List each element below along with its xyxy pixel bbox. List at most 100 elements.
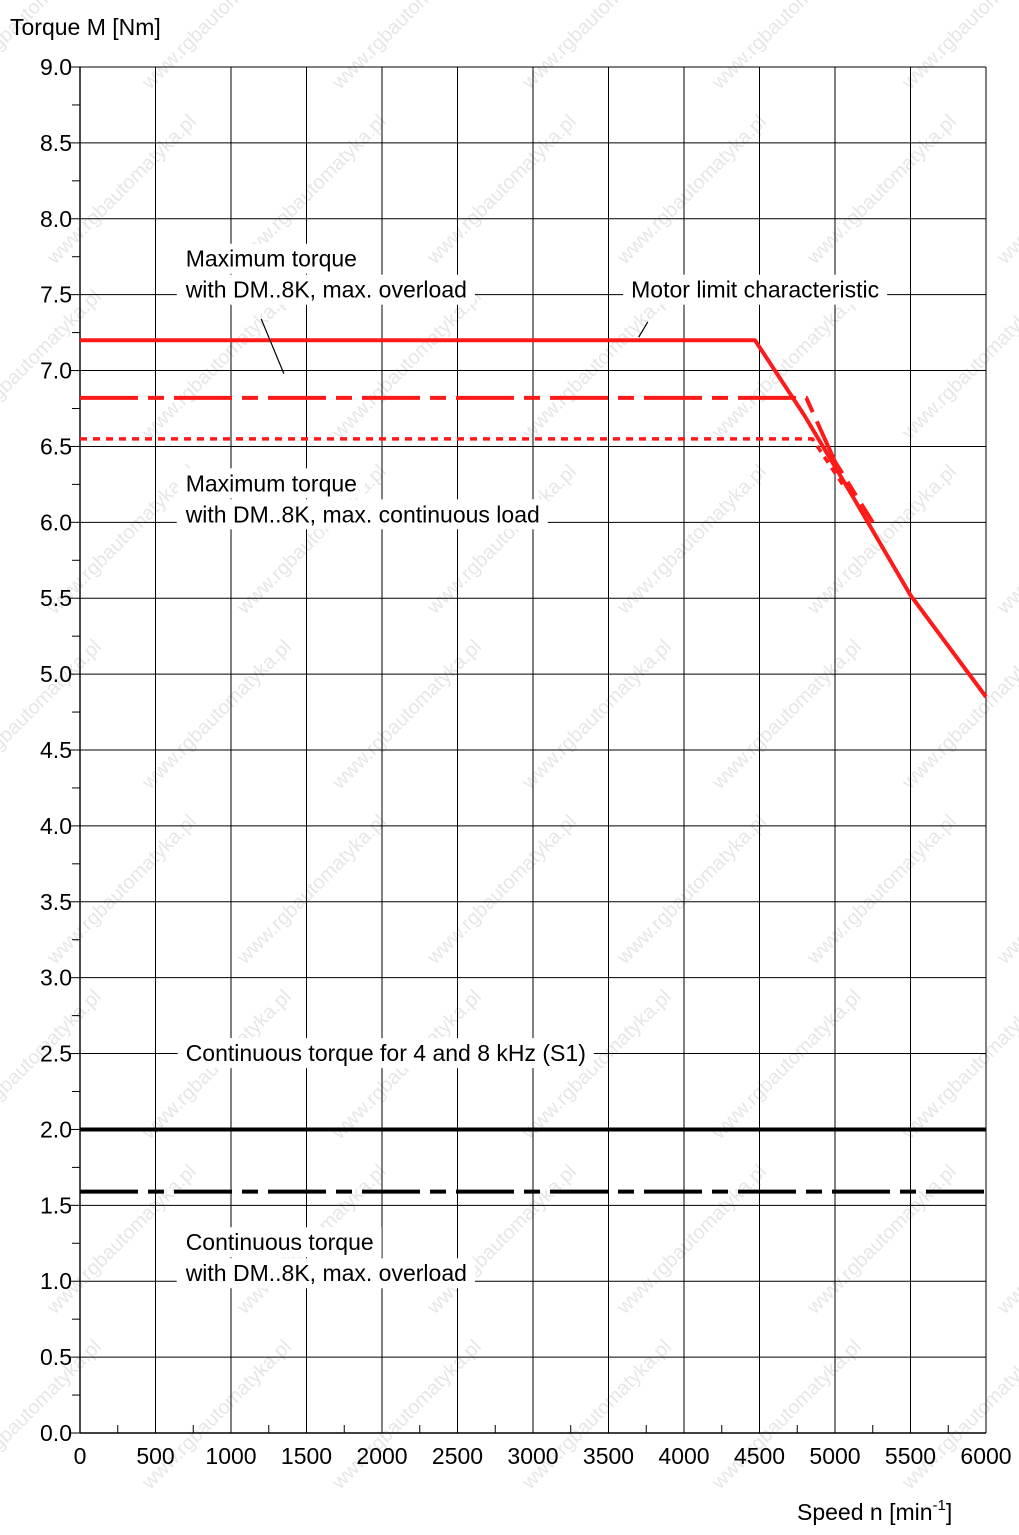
x-tick-label: 2500 <box>432 1443 483 1469</box>
watermark: www.rgbautomatyka.pl <box>707 1336 866 1495</box>
x-tick-label: 500 <box>136 1443 174 1469</box>
watermark: www.rgbautomatyka.pl <box>137 636 296 795</box>
y-tick-label: 3.5 <box>40 889 72 915</box>
watermark: www.rgbautomatyka.pl <box>612 811 771 970</box>
annotation-text: Continuous torque for 4 and 8 kHz (S1) <box>186 1040 586 1066</box>
y-tick-label: 7.5 <box>40 282 72 308</box>
watermark: www.rgbautomatyka.pl <box>707 0 866 94</box>
annotation-text: Motor limit characteristic <box>631 277 879 303</box>
annotation-background <box>177 1227 382 1258</box>
x-tick-label: 3000 <box>507 1443 558 1469</box>
watermark: www.rgbautomatyka.pl <box>327 1336 486 1495</box>
y-tick-label: 6.5 <box>40 433 72 459</box>
watermark: www.rgbautomatyka.pl <box>707 636 866 795</box>
x-tick-label: 1000 <box>205 1443 256 1469</box>
watermark: www.rgbautomatyka.pl <box>0 636 106 795</box>
y-axis-label: Torque M [Nm] <box>10 14 161 40</box>
watermark: www.rgbautomatyka.pl <box>422 461 581 620</box>
annotation-cont-overload: Continuous torque with DM..8K, max. overl… <box>176 1227 475 1289</box>
watermark: www.rgbautomatyka.pl <box>517 0 676 94</box>
watermark: www.rgbautomatyka.pl <box>232 811 391 970</box>
annotation-background <box>177 1038 594 1069</box>
watermark: www.rgbautomatyka.pl <box>137 1336 296 1495</box>
watermark: www.rgbautomatyka.pl <box>802 811 961 970</box>
y-tick-label: 8.5 <box>40 130 72 156</box>
watermark: www.rgbautomatyka.pl <box>992 111 1019 270</box>
y-tick-label: 4.0 <box>40 813 72 839</box>
annotation-background <box>176 274 475 305</box>
annotation-background <box>177 243 365 274</box>
watermark: www.rgbautomatyka.pl <box>897 0 1019 94</box>
watermark: www.rgbautomatyka.pl <box>992 811 1019 970</box>
annotation-leader <box>638 321 649 338</box>
watermark: www.rgbautomatyka.pl <box>137 286 296 445</box>
watermark: www.rgbautomatyka.pl <box>897 286 1019 445</box>
watermark: www.rgbautomatyka.pl <box>707 986 866 1145</box>
y-tick-label: 2.5 <box>40 1041 72 1067</box>
tick-layer: 0 500 1000 1500 2000 2500 3000 3500 4000 4500 5000… <box>40 54 1012 1469</box>
y-tick-label: 2.0 <box>40 1116 72 1142</box>
y-tick-label: 0.5 <box>40 1344 72 1370</box>
watermark: www.rgbautomatyka.pl <box>992 461 1019 620</box>
x-tick-label: 2000 <box>356 1443 407 1469</box>
x-tick-label: 4000 <box>658 1443 709 1469</box>
y-tick-label: 0.0 <box>40 1420 72 1446</box>
x-tick-label: 1500 <box>281 1443 332 1469</box>
y-tick-label: 5.5 <box>40 585 72 611</box>
watermark: www.rgbautomatyka.pl <box>802 111 961 270</box>
watermark: www.rgbautomatyka.pl <box>422 811 581 970</box>
annotation-layer: Maximum torque with DM..8K, max. overload… <box>176 243 888 1289</box>
watermark: www.rgbautomatyka.pl <box>422 1161 581 1320</box>
y-tick-label: 6.0 <box>40 509 72 535</box>
series-line-2 <box>80 437 845 486</box>
y-tick-label: 9.0 <box>40 54 72 80</box>
y-tick-label: 1.5 <box>40 1192 72 1218</box>
x-tick-label: 5000 <box>809 1443 860 1469</box>
watermark: www.rgbautomatyka.pl <box>327 0 486 94</box>
watermark: www.rgbautomatyka.pl <box>897 1336 1019 1495</box>
y-tick-label: 8.0 <box>40 206 72 232</box>
x-tick-label: 5500 <box>885 1443 936 1469</box>
watermark: www.rgbautomatyka.pl <box>517 286 676 445</box>
watermark: www.rgbautomatyka.pl <box>802 461 961 620</box>
watermark: www.rgbautomatyka.pl <box>802 1161 961 1320</box>
watermark: www.rgbautomatyka.pl <box>327 636 486 795</box>
x-axis-label-superscript: -1 <box>933 1497 946 1514</box>
y-tick-label: 1.0 <box>40 1268 72 1294</box>
annotation-background <box>177 468 365 499</box>
series-layer <box>80 338 988 1194</box>
annotation-max-overload: Maximum torque with DM..8K, max. overload <box>176 243 475 374</box>
annotation-text: with DM..8K, max. continuous load <box>185 501 540 527</box>
watermark: www.rgbautomatyka.pl <box>327 286 486 445</box>
watermark-layer: www.rgbautomatyka.pl www.rgbautomatyka.pl… <box>0 0 1019 1494</box>
watermark: www.rgbautomatyka.pl <box>517 1336 676 1495</box>
watermark: www.rgbautomatyka.pl <box>612 461 771 620</box>
annotation-text: Maximum torque <box>186 246 357 272</box>
watermark: www.rgbautomatyka.pl <box>707 286 866 445</box>
watermark: www.rgbautomatyka.pl <box>992 1161 1019 1320</box>
y-tick-label: 7.0 <box>40 358 72 384</box>
annotation-text: with DM..8K, max. overload <box>185 1260 467 1286</box>
x-axis-label-suffix: ] <box>946 1499 952 1525</box>
x-tick-label: 4500 <box>734 1443 785 1469</box>
annotation-text: with DM..8K, max. overload <box>185 277 467 303</box>
watermark: www.rgbautomatyka.pl <box>137 0 296 94</box>
annotation-background <box>176 499 548 530</box>
y-tick-label: 3.0 <box>40 965 72 991</box>
watermark: www.rgbautomatyka.pl <box>612 111 771 270</box>
series-line-0 <box>80 338 988 699</box>
annotation-motor-limit: Motor limit characteristic <box>623 274 888 338</box>
x-axis-label: Speed n [min-1] <box>797 1497 952 1525</box>
watermark: www.rgbautomatyka.pl <box>897 986 1019 1145</box>
annotation-leader <box>260 318 285 374</box>
annotation-background <box>176 1258 475 1289</box>
y-tick-label: 5.0 <box>40 661 72 687</box>
x-tick-label: 0 <box>74 1443 87 1469</box>
annotation-background <box>623 274 888 305</box>
watermark: www.rgbautomatyka.pl <box>517 636 676 795</box>
y-tick-label: 4.5 <box>40 737 72 763</box>
x-tick-label: 3500 <box>583 1443 634 1469</box>
x-axis-label-main: Speed n [min <box>797 1499 933 1525</box>
annotation-cont-s1: Continuous torque for 4 and 8 kHz (S1) <box>177 1038 594 1069</box>
